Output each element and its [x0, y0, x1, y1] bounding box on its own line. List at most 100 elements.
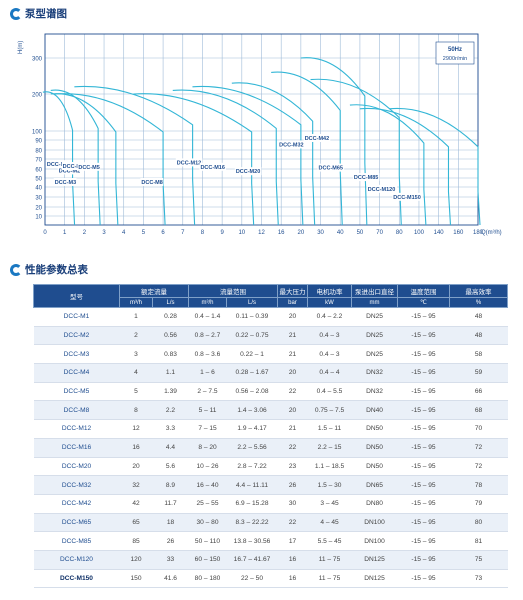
- value-cell: DN25: [352, 326, 398, 345]
- x-tick-label: 140: [434, 230, 445, 236]
- unit-header: ℃: [398, 298, 450, 308]
- value-cell: 0.28: [153, 308, 189, 327]
- value-cell: 11.7: [153, 494, 189, 513]
- value-cell: 2: [120, 326, 153, 345]
- value-cell: 72: [450, 438, 508, 457]
- curve-label: DCC-M16: [200, 165, 224, 171]
- value-cell: 1: [120, 308, 153, 327]
- value-cell: 0.8 – 3.6: [189, 345, 227, 364]
- x-tick-label: 7: [181, 230, 185, 236]
- model-cell: DCC-M5: [34, 382, 120, 401]
- value-cell: 26: [153, 532, 189, 551]
- curve-dcc-m12: [173, 90, 278, 225]
- value-cell: DN65: [352, 476, 398, 495]
- value-cell: 42: [120, 494, 153, 513]
- value-cell: 78: [450, 476, 508, 495]
- y-tick-label: 80: [35, 149, 42, 155]
- note-speed: 2900r/min: [443, 56, 467, 62]
- unit-header: m³/h: [120, 298, 153, 308]
- curve-label: DCC-M12: [177, 160, 201, 166]
- value-cell: 16.7 – 41.67: [227, 550, 278, 569]
- curve-label: DCC-M3: [55, 180, 76, 186]
- table-row: DCC-M85 85 26 50 – 110 13.8 – 30.56 17 5.5 – 4…: [34, 532, 508, 551]
- header-max-efficiency: 最高效率: [450, 285, 508, 298]
- value-cell: -15 – 95: [398, 308, 450, 327]
- value-cell: 60 – 150: [189, 550, 227, 569]
- curve-label: DCC-M32: [279, 142, 303, 148]
- curve-label: DCC-M8: [141, 180, 162, 186]
- table-row: DCC-M65 65 18 30 – 80 8.3 – 22.22 22 4 – 45 DN1…: [34, 513, 508, 532]
- curve-label: DCC-M85: [354, 175, 378, 181]
- value-cell: 70: [450, 420, 508, 439]
- table-row: DCC-M3 3 0.83 0.8 – 3.6 0.22 – 1 21 0.4 – 3 DN2…: [34, 345, 508, 364]
- value-cell: 33: [153, 550, 189, 569]
- curve-dcc-m2: [51, 90, 100, 225]
- value-cell: -15 – 95: [398, 364, 450, 383]
- curve-label: DCC-M120: [368, 187, 396, 193]
- value-cell: DN32: [352, 364, 398, 383]
- value-cell: 21: [278, 326, 308, 345]
- table-row: DCC-M150 150 41.6 80 – 180 22 – 50 16 11 – 75 D…: [34, 569, 508, 588]
- value-cell: 0.4 – 3: [308, 345, 352, 364]
- value-cell: 32: [120, 476, 153, 495]
- x-tick-label: 5: [142, 230, 146, 236]
- header-model: 型号: [34, 285, 120, 308]
- value-cell: 4 – 45: [308, 513, 352, 532]
- value-cell: 1.9 – 4.17: [227, 420, 278, 439]
- value-cell: 0.75 – 7.5: [308, 401, 352, 420]
- value-cell: 41.6: [153, 569, 189, 588]
- value-cell: 8: [120, 401, 153, 420]
- value-cell: 4: [120, 364, 153, 383]
- value-cell: 73: [450, 569, 508, 588]
- table-row: DCC-M32 32 8.9 16 – 40 4.4 – 11.11 26 1.5 – 30…: [34, 476, 508, 495]
- value-cell: 16: [278, 569, 308, 588]
- curve-dcc-m120: [360, 108, 451, 225]
- value-cell: 1.1: [153, 364, 189, 383]
- table-row: DCC-M120 120 33 60 – 150 16.7 – 41.67 16 11 – …: [34, 550, 508, 569]
- value-cell: DN32: [352, 382, 398, 401]
- y-axis-label: H(m): [18, 41, 24, 54]
- table-section-title-text: 性能参数总表: [25, 262, 88, 277]
- unit-header: L/s: [153, 298, 189, 308]
- unit-header: %: [450, 298, 508, 308]
- c-logo-icon: [10, 8, 22, 20]
- table-row: DCC-M2 2 0.56 0.8 – 2.7 0.22 – 0.75 21 0.4 – 3…: [34, 326, 508, 345]
- x-tick-label: 80: [396, 230, 403, 236]
- value-cell: 58: [450, 345, 508, 364]
- value-cell: 4.4: [153, 438, 189, 457]
- table-row: DCC-M4 4 1.1 1 – 6 0.28 – 1.67 20 0.4 – 4 DN32-…: [34, 364, 508, 383]
- y-tick-label: 10: [35, 215, 42, 221]
- value-cell: 20: [278, 401, 308, 420]
- value-cell: 5: [120, 382, 153, 401]
- value-cell: 8.9: [153, 476, 189, 495]
- value-cell: -15 – 95: [398, 401, 450, 420]
- y-tick-label: 90: [35, 139, 42, 145]
- model-cell: DCC-M16: [34, 438, 120, 457]
- value-cell: 11 – 75: [308, 569, 352, 588]
- value-cell: 8 – 20: [189, 438, 227, 457]
- unit-header: m³/h: [189, 298, 227, 308]
- value-cell: 13.8 – 30.56: [227, 532, 278, 551]
- table-row: DCC-M16 16 4.4 8 – 20 2.2 – 5.56 22 2.2 – 15 DN…: [34, 438, 508, 457]
- curve-dcc-m4: [55, 94, 165, 225]
- value-cell: 11 – 75: [308, 550, 352, 569]
- value-cell: 0.4 – 1.4: [189, 308, 227, 327]
- value-cell: 0.8 – 2.7: [189, 326, 227, 345]
- y-tick-label: 70: [35, 158, 42, 164]
- value-cell: 0.11 – 0.39: [227, 308, 278, 327]
- x-tick-label: 40: [337, 230, 344, 236]
- value-cell: 18: [153, 513, 189, 532]
- value-cell: 0.83: [153, 345, 189, 364]
- x-tick-label: 10: [238, 230, 245, 236]
- value-cell: 65: [120, 513, 153, 532]
- value-cell: 2.2: [153, 401, 189, 420]
- curve-label: DCC-M20: [236, 169, 260, 175]
- value-cell: DN100: [352, 513, 398, 532]
- value-cell: -15 – 95: [398, 326, 450, 345]
- value-cell: 3: [120, 345, 153, 364]
- model-cell: DCC-M42: [34, 494, 120, 513]
- y-tick-label: 40: [35, 186, 42, 192]
- value-cell: 79: [450, 494, 508, 513]
- header-temp-range: 温度范围: [398, 285, 450, 298]
- value-cell: 3.3: [153, 420, 189, 439]
